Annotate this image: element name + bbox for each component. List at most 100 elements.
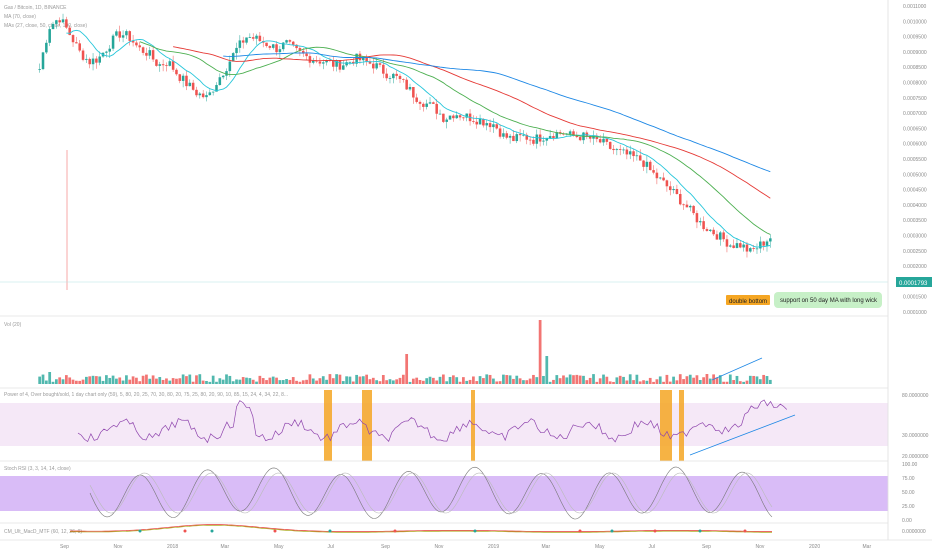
volume-bar <box>538 320 542 384</box>
price-tick-label: 0.0004500 <box>903 188 927 194</box>
candle-body <box>358 53 362 61</box>
moving-averages <box>66 29 771 248</box>
volume-bar <box>698 379 702 384</box>
volume-bar <box>455 377 459 384</box>
candle-body <box>228 61 232 72</box>
rsi-level-20: 20.0000000 <box>902 454 929 460</box>
volume-bar <box>442 374 445 384</box>
candle-body <box>608 141 612 149</box>
candle-body <box>372 63 375 69</box>
candle-body <box>135 42 138 46</box>
candle-body <box>332 60 335 67</box>
candle-body <box>715 234 719 240</box>
candle-body <box>695 213 699 223</box>
candle-body <box>688 205 692 208</box>
volume-bar <box>765 376 769 384</box>
candle-body <box>618 149 622 150</box>
volume-bar <box>211 375 215 384</box>
volume-bar <box>528 378 532 384</box>
candle-body <box>165 65 168 67</box>
volume-bar <box>225 374 228 384</box>
volume-bar <box>131 376 135 384</box>
rsi-highlight-bar <box>668 390 672 461</box>
volume-bar <box>215 381 218 384</box>
candle-body <box>645 161 649 167</box>
volume-bar <box>472 376 475 384</box>
candle-body <box>602 138 605 143</box>
moving-average-line <box>223 52 771 173</box>
volume-bar <box>175 378 178 384</box>
candle-body <box>625 149 629 155</box>
candle-body <box>248 37 252 38</box>
volume-bar <box>658 376 662 384</box>
candle-body <box>105 51 108 53</box>
volume-bar <box>655 379 659 384</box>
candle-body <box>555 132 559 138</box>
candle-body <box>388 78 392 79</box>
volume-bar <box>358 376 362 384</box>
volume-bar <box>245 377 248 384</box>
volume-bar <box>678 374 682 384</box>
candle-body <box>385 73 388 79</box>
stoch-d-line <box>89 472 773 514</box>
candle-body <box>638 155 642 161</box>
price-tick-label: 0.0004000 <box>903 203 927 209</box>
stoch-level-25: 25.00 <box>902 504 915 510</box>
candle-body <box>141 47 145 53</box>
candle-body <box>412 87 415 98</box>
volume-bar <box>251 379 255 384</box>
volume-bar <box>762 374 766 384</box>
stoch-title: Stoch RSI (3, 3, 14, 14, close) <box>4 466 71 472</box>
candle-body <box>408 87 412 90</box>
volume-bar <box>305 379 308 384</box>
candle-body <box>161 64 165 66</box>
volume-bar <box>64 375 68 384</box>
candle-body <box>51 23 55 30</box>
volume-bar <box>231 381 235 384</box>
macd-cross-dot <box>610 529 614 533</box>
stoch-pane: Stoch RSI (3, 3, 14, 14, close) 100.00 7… <box>0 460 918 524</box>
macd-cross-dot <box>473 529 477 533</box>
price-tick-label: 0.0009500 <box>903 35 927 41</box>
price-tick-label: 0.0008500 <box>903 65 927 71</box>
price-tick-label: 0.0003500 <box>903 218 927 224</box>
price-tick-label: 0.0003000 <box>903 234 927 240</box>
volume-bar <box>715 377 719 384</box>
candle-body <box>175 69 178 75</box>
volume-bar <box>321 376 325 384</box>
candle-body <box>498 128 502 137</box>
mas-label: MAs (27, close, 50, close, 100, close) <box>4 23 87 29</box>
volume-bar <box>98 376 102 384</box>
candle-body <box>528 139 532 141</box>
macd-cross-dot <box>578 529 582 533</box>
moving-average-line <box>139 41 771 235</box>
volume-bar <box>722 381 725 384</box>
candle-body <box>492 124 495 128</box>
candle-body <box>675 189 679 194</box>
x-tick-label: Sep <box>702 544 711 550</box>
candle-body <box>365 57 368 62</box>
rsi-highlight-bar <box>362 390 372 461</box>
candle-body <box>435 103 438 114</box>
volume-bar <box>205 381 208 384</box>
volume-bar <box>318 378 322 384</box>
volume-bar <box>728 374 732 384</box>
candle-body <box>585 132 589 136</box>
candle-body <box>482 118 485 126</box>
volume-bar <box>702 377 705 384</box>
candle-body <box>392 73 395 79</box>
volume-bar <box>75 380 78 384</box>
candle-body <box>705 229 709 231</box>
macd-cross-dot <box>183 529 187 533</box>
volume-bar <box>405 354 409 384</box>
volume-bar <box>138 381 142 384</box>
candle-body <box>238 40 242 48</box>
candle-body <box>729 245 732 247</box>
volume-bar <box>381 375 385 384</box>
candle-body <box>769 238 772 242</box>
candle-body <box>739 243 742 248</box>
volume-bar <box>365 374 368 384</box>
candle-body <box>78 43 81 51</box>
x-tick-label: Mar <box>542 544 551 550</box>
rsi-highlight-bar <box>324 390 332 461</box>
